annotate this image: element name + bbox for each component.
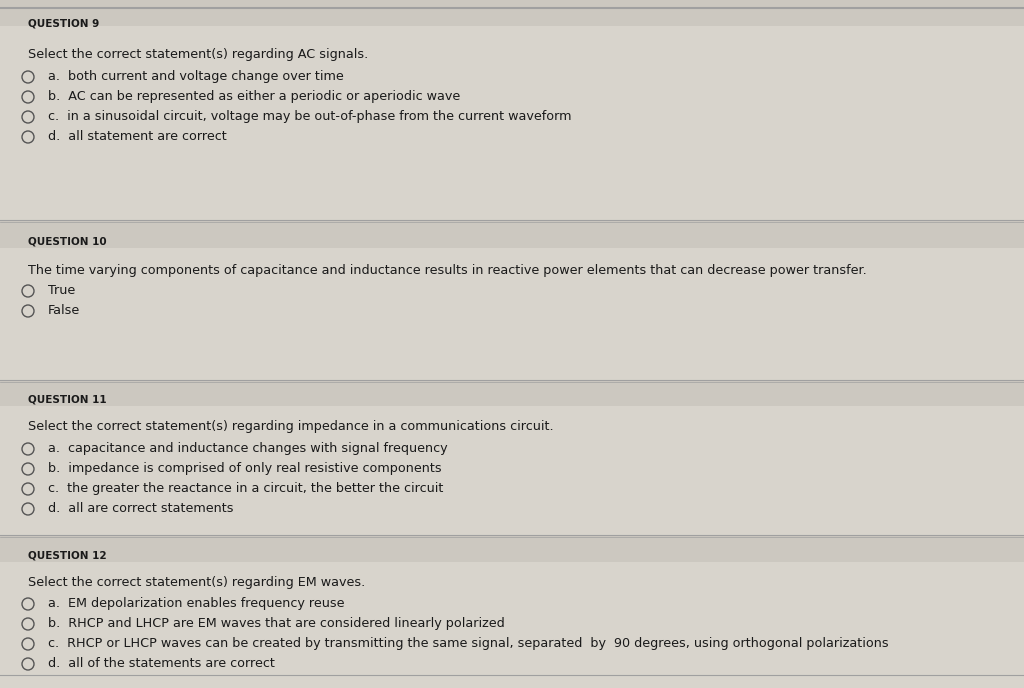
Text: b.  AC can be represented as either a periodic or aperiodic wave: b. AC can be represented as either a per… <box>48 90 460 103</box>
Text: True: True <box>48 284 75 297</box>
Text: QUESTION 9: QUESTION 9 <box>28 18 99 28</box>
Text: QUESTION 11: QUESTION 11 <box>28 394 106 404</box>
Bar <box>0 535 1024 562</box>
Text: Select the correct statement(s) regarding impedance in a communications circuit.: Select the correct statement(s) regardin… <box>28 420 554 433</box>
Text: b.  RHCP and LHCP are EM waves that are considered linearly polarized: b. RHCP and LHCP are EM waves that are c… <box>48 617 505 630</box>
Text: a.  capacitance and inductance changes with signal frequency: a. capacitance and inductance changes wi… <box>48 442 447 455</box>
Text: c.  the greater the reactance in a circuit, the better the circuit: c. the greater the reactance in a circui… <box>48 482 443 495</box>
Text: a.  EM depolarization enables frequency reuse: a. EM depolarization enables frequency r… <box>48 597 344 610</box>
Text: QUESTION 12: QUESTION 12 <box>28 550 106 560</box>
Text: a.  both current and voltage change over time: a. both current and voltage change over … <box>48 70 344 83</box>
Bar <box>0 380 1024 406</box>
Text: QUESTION 10: QUESTION 10 <box>28 236 106 246</box>
Text: The time varying components of capacitance and inductance results in reactive po: The time varying components of capacitan… <box>28 264 866 277</box>
Text: c.  in a sinusoidal circuit, voltage may be out-of-phase from the current wavefo: c. in a sinusoidal circuit, voltage may … <box>48 110 571 123</box>
Text: Select the correct statement(s) regarding AC signals.: Select the correct statement(s) regardin… <box>28 48 369 61</box>
Text: c.  RHCP or LHCP waves can be created by transmitting the same signal, separated: c. RHCP or LHCP waves can be created by … <box>48 637 889 650</box>
Text: d.  all statement are correct: d. all statement are correct <box>48 130 226 143</box>
Text: d.  all are correct statements: d. all are correct statements <box>48 502 233 515</box>
Text: d.  all of the statements are correct: d. all of the statements are correct <box>48 657 274 670</box>
Text: Select the correct statement(s) regarding EM waves.: Select the correct statement(s) regardin… <box>28 576 366 589</box>
Text: False: False <box>48 304 80 317</box>
Text: b.  impedance is comprised of only real resistive components: b. impedance is comprised of only real r… <box>48 462 441 475</box>
Bar <box>0 220 1024 248</box>
Bar <box>0 0 1024 26</box>
